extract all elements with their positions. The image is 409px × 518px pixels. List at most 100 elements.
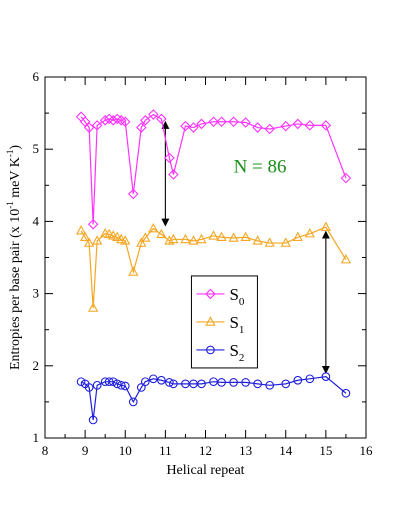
series-1-point	[79, 231, 91, 242]
x-tick-label: 14	[279, 443, 293, 458]
series-0-point	[148, 109, 159, 120]
series-2-point	[253, 379, 263, 389]
series-2-point	[112, 379, 122, 389]
series-2-point	[104, 377, 114, 387]
series-0-point	[292, 118, 304, 130]
legend-label: S2	[229, 341, 244, 364]
series-0-point	[156, 113, 167, 125]
series-0-point	[79, 116, 91, 128]
legend: S0 S1 S2	[190, 275, 258, 369]
y-axis-title-end: )	[8, 145, 23, 150]
legend-label: S0	[229, 285, 244, 308]
series-2-point	[88, 415, 98, 425]
series-0-point	[340, 172, 352, 184]
series-2-point	[241, 378, 250, 387]
series-0-point	[91, 120, 103, 131]
series-2-point	[265, 380, 275, 390]
y-tick-label: 2	[33, 358, 40, 373]
series-0-point	[196, 118, 207, 130]
series-1	[75, 221, 352, 312]
series-1-point	[140, 232, 151, 242]
series-1-point	[340, 254, 352, 264]
series-2-point	[169, 379, 178, 389]
series-2-point	[140, 377, 150, 387]
series-2-point	[148, 374, 158, 384]
series-0-point	[164, 152, 175, 164]
series-2-point	[120, 381, 130, 391]
series-0-point	[264, 123, 275, 135]
series-1-point	[188, 235, 199, 245]
x-tick-label: 9	[82, 443, 89, 458]
series-2-point	[128, 397, 138, 407]
series-0-point	[168, 169, 179, 180]
series-1-point	[216, 231, 227, 242]
series-2-point	[157, 375, 166, 385]
series-1-point	[112, 231, 123, 242]
series-0-point	[280, 120, 292, 132]
series-2-point	[165, 378, 174, 387]
series-1-point	[92, 235, 103, 245]
legend-marker	[205, 288, 216, 300]
series-1-point	[208, 230, 219, 240]
series-1-point	[196, 233, 207, 244]
x-tick-label: 16	[360, 443, 374, 458]
series-2-point	[217, 378, 226, 387]
series-1-point	[180, 233, 191, 244]
series-0-point	[320, 120, 332, 131]
series-2-point	[136, 383, 146, 392]
series-0-line	[80, 113, 347, 225]
series-2-point	[341, 388, 351, 398]
series-0-point	[180, 120, 191, 132]
series-2-point	[321, 372, 331, 381]
series-1-point	[120, 235, 131, 245]
series-1-point	[75, 225, 87, 235]
series-0-point	[140, 115, 151, 126]
series-1-point	[164, 235, 175, 245]
series-1-point	[88, 302, 99, 312]
series-2-point	[84, 383, 94, 392]
series-0-point	[83, 122, 95, 133]
series-0-point	[228, 116, 239, 128]
series-1-point	[304, 228, 315, 238]
series-0-point	[87, 219, 99, 230]
series-1-point	[84, 237, 95, 247]
series-1-point	[136, 237, 147, 247]
annotation-n: N = 86	[234, 156, 287, 177]
series-1-point	[228, 232, 239, 242]
legend-marker	[205, 316, 216, 326]
y-tick-label: 4	[33, 213, 40, 228]
y-axis-title-mid: meV K	[8, 157, 23, 201]
series-2-point	[281, 379, 291, 389]
series-layer	[75, 109, 352, 425]
y-tick-label: 1	[33, 430, 40, 445]
x-axis-title: Helical repeat	[166, 463, 244, 478]
series-1-point	[240, 231, 251, 242]
series-0-point	[99, 115, 111, 126]
y-axis-title-main: Entropies per base pair (x 10	[8, 209, 23, 370]
series-2-point	[116, 380, 126, 390]
series-0-point	[252, 122, 263, 133]
series-2-point	[305, 374, 315, 384]
series-1-point	[264, 237, 275, 247]
series-0-point	[136, 122, 147, 133]
series-2-point	[92, 380, 102, 390]
series-2-point	[197, 379, 206, 389]
series-0-point	[216, 116, 227, 128]
series-0-point	[119, 116, 131, 128]
series-1-point	[148, 222, 159, 233]
series-2-point	[293, 375, 303, 385]
series-1-point	[292, 231, 303, 242]
series-0	[75, 109, 352, 230]
y-tick-label: 3	[33, 286, 40, 301]
series-0-point	[188, 122, 199, 133]
x-tick-label: 13	[239, 443, 252, 458]
x-tick-label: 15	[319, 443, 332, 458]
series-2-point	[229, 378, 238, 387]
series-1-point	[156, 228, 167, 239]
x-tick-label: 12	[199, 443, 212, 458]
y-tick-label: 6	[33, 69, 40, 84]
series-2	[76, 372, 351, 425]
series-0-point	[127, 188, 139, 200]
